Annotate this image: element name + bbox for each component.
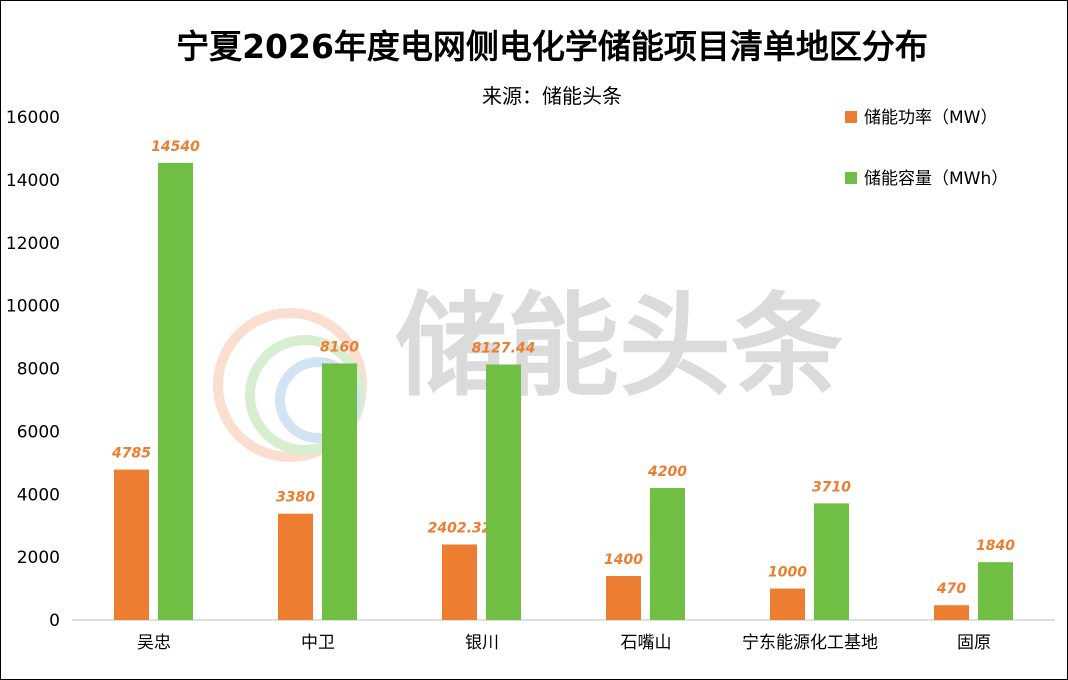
y-tick-label: 0	[49, 611, 60, 631]
y-tick-label: 6000	[17, 422, 60, 442]
data-label: 14540	[151, 139, 200, 155]
legend-swatch	[845, 111, 857, 123]
data-label: 1000	[768, 565, 807, 581]
legend: 储能功率（MW） 储能容量（MWh）	[845, 108, 1008, 189]
y-tick-label: 16000	[6, 108, 60, 128]
x-tick-label: 宁东能源化工基地	[742, 633, 878, 653]
bar-capacity	[814, 503, 849, 620]
data-label: 4200	[647, 464, 687, 480]
bar-capacity	[978, 562, 1013, 620]
bar-power	[770, 588, 805, 620]
data-label: 8160	[320, 339, 359, 355]
data-label: 4785	[111, 446, 151, 462]
x-tick-label: 石嘴山	[621, 633, 672, 653]
bar-capacity	[158, 162, 193, 620]
watermark-text: 储能头条	[395, 282, 843, 412]
watermark-logo-icon	[213, 308, 367, 462]
x-tick-label: 固原	[957, 633, 991, 653]
bar-capacity	[322, 363, 357, 620]
data-label: 1840	[976, 538, 1015, 554]
y-tick-label: 10000	[6, 297, 60, 317]
legend-label: 储能容量（MWh）	[864, 169, 1008, 189]
y-tick-label: 14000	[6, 171, 60, 191]
bar-power	[606, 575, 641, 620]
data-label: 8127.44	[472, 340, 536, 356]
chart-title: 宁夏2026年度电网侧电化学储能项目清单地区分布	[176, 27, 928, 66]
data-label: 1400	[604, 552, 643, 568]
legend-swatch	[845, 172, 857, 184]
watermark-logo-icon	[245, 335, 365, 455]
bar-power	[442, 544, 477, 620]
data-label: 3380	[276, 490, 315, 506]
x-tick-label: 中卫	[301, 633, 335, 653]
y-tick-label: 12000	[6, 234, 60, 254]
y-tick-label: 8000	[17, 360, 60, 380]
x-tick-label: 吴忠	[137, 633, 171, 653]
chart-subtitle: 来源：储能头条	[482, 84, 622, 108]
y-tick-label: 2000	[17, 548, 60, 568]
data-label: 470	[936, 581, 966, 597]
bar-capacity	[650, 487, 685, 620]
x-tick-label: 银川	[465, 633, 499, 653]
data-label: 2402.32	[428, 520, 492, 536]
y-tick-label: 4000	[17, 485, 60, 505]
bar-power	[934, 605, 969, 620]
bar-power	[278, 513, 313, 620]
legend-label: 储能功率（MW）	[864, 108, 997, 128]
watermark: 储能头条	[213, 282, 843, 462]
data-label: 3710	[812, 479, 851, 495]
bar-power	[114, 469, 149, 620]
bar-capacity	[486, 364, 521, 620]
